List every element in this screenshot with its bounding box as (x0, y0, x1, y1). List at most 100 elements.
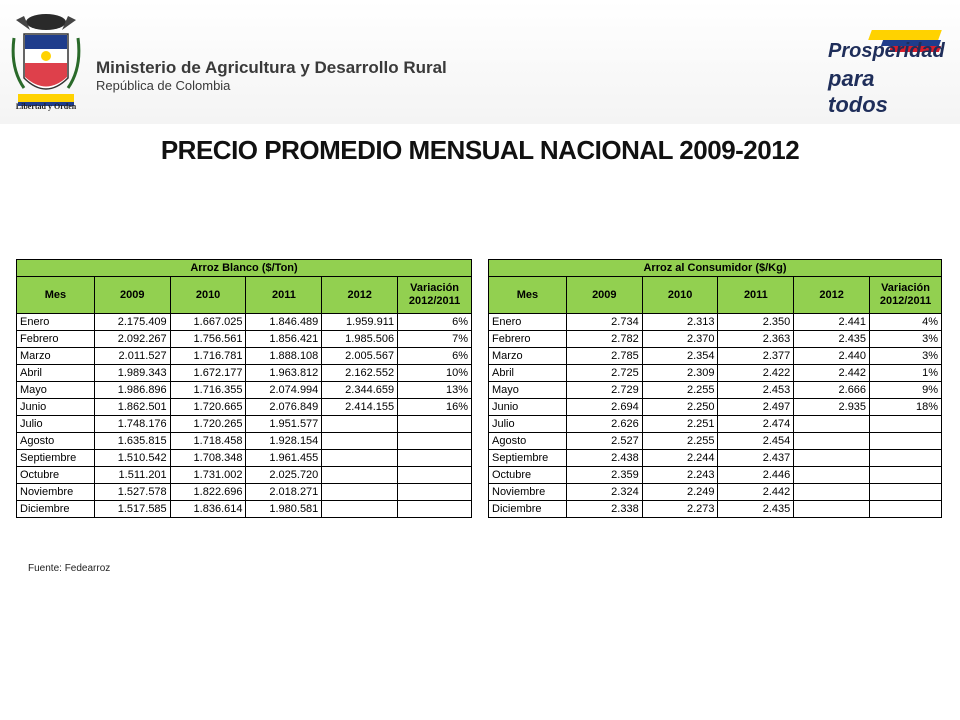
value-cell: 2.243 (641, 466, 719, 484)
value-cell: 2.414.155 (321, 398, 399, 416)
table-row: Julio 1.748.176 1.720.265 1.951.577 (16, 415, 472, 433)
value-cell: 2.344.659 (321, 381, 399, 399)
value-cell (793, 500, 871, 518)
value-cell: 1.846.489 (245, 313, 323, 331)
value-cell: 1.985.506 (321, 330, 399, 348)
value-cell: 2.422 (717, 364, 795, 382)
value-cell: 2.273 (641, 500, 719, 518)
value-cell: 3% (869, 330, 942, 348)
column-header: 2010 (641, 276, 719, 314)
value-cell (397, 483, 472, 501)
value-cell: 2.350 (717, 313, 795, 331)
value-cell: 2.175.409 (93, 313, 171, 331)
table-row: Enero 2.175.409 1.667.025 1.846.489 1.959.91… (16, 313, 472, 331)
value-cell (869, 449, 942, 467)
value-cell (793, 466, 871, 484)
source-note: Fuente: Fedearroz (28, 563, 111, 574)
value-cell: 2.454 (717, 432, 795, 450)
table-row: Noviembre 2.324 2.249 2.442 (488, 483, 942, 501)
value-cell: 1.862.501 (93, 398, 171, 416)
table-title: Arroz Blanco ($/Ton) (16, 259, 472, 277)
page-title: PRECIO PROMEDIO MENSUAL NACIONAL 2009-20… (160, 135, 800, 165)
para-todos-text: para todos (828, 66, 888, 117)
header-background (0, 0, 960, 124)
value-cell: 1.716.781 (169, 347, 247, 365)
month-cell: Diciembre (16, 500, 95, 518)
table-row: Mayo 2.729 2.255 2.453 2.666 9% (488, 381, 942, 399)
value-cell: 2.250 (641, 398, 719, 416)
table-row: Agosto 1.635.815 1.718.458 1.928.154 (16, 432, 472, 450)
value-cell: 18% (869, 398, 942, 416)
month-cell: Mayo (488, 381, 567, 399)
column-header: 2010 (169, 276, 247, 314)
value-cell: 1.635.815 (93, 432, 171, 450)
logo-stripe-yellow (868, 30, 942, 40)
column-header: 2011 (245, 276, 323, 314)
value-cell: 1.989.343 (93, 364, 171, 382)
column-header: 2012 (321, 276, 399, 314)
value-cell (321, 466, 399, 484)
value-cell: 1% (869, 364, 942, 382)
value-cell: 2.255 (641, 381, 719, 399)
value-cell: 2.435 (717, 500, 795, 518)
value-cell: 1.963.812 (245, 364, 323, 382)
arroz-consumidor-table: Arroz al Consumidor ($/Kg) Mes 2009 2010… (488, 259, 942, 518)
table-row: Noviembre 1.527.578 1.822.696 2.018.271 (16, 483, 472, 501)
value-cell: 1.720.665 (169, 398, 247, 416)
value-cell: 6% (397, 347, 472, 365)
value-cell: 1.527.578 (93, 483, 171, 501)
value-cell: 2.441 (793, 313, 871, 331)
page-header: Libertad y Orden Ministerio de Agricultu… (0, 0, 960, 124)
table-row: Octubre 2.359 2.243 2.446 (488, 466, 942, 484)
value-cell: 1.720.265 (169, 415, 247, 433)
value-cell: 2.782 (565, 330, 643, 348)
value-cell: 1.731.002 (169, 466, 247, 484)
value-cell: 2.442 (717, 483, 795, 501)
table-row: Junio 2.694 2.250 2.497 2.935 18% (488, 398, 942, 416)
value-cell: 2.446 (717, 466, 795, 484)
value-cell: 1.667.025 (169, 313, 247, 331)
value-cell (869, 415, 942, 433)
value-cell: 2.359 (565, 466, 643, 484)
value-cell: 1.856.421 (245, 330, 323, 348)
month-cell: Junio (488, 398, 567, 416)
value-cell: 2.249 (641, 483, 719, 501)
value-cell (321, 500, 399, 518)
column-header: 2011 (717, 276, 795, 314)
value-cell: 1.986.896 (93, 381, 171, 399)
value-cell: 2.442 (793, 364, 871, 382)
value-cell (793, 415, 871, 433)
value-cell: 2.437 (717, 449, 795, 467)
month-cell: Enero (16, 313, 95, 331)
value-cell: 1.959.911 (321, 313, 399, 331)
column-header: Variación 2012/2011 (397, 276, 472, 314)
column-header: 2009 (565, 276, 643, 314)
value-cell (869, 500, 942, 518)
table-row: Febrero 2.092.267 1.756.561 1.856.421 1.985.… (16, 330, 472, 348)
value-cell: 2.729 (565, 381, 643, 399)
coat-of-arms-icon (11, 14, 81, 106)
month-cell: Mayo (16, 381, 95, 399)
value-cell (397, 432, 472, 450)
table-row: Abril 2.725 2.309 2.422 2.442 1% (488, 364, 942, 382)
column-header: Variación 2012/2011 (869, 276, 942, 314)
value-cell: 2.370 (641, 330, 719, 348)
month-cell: Marzo (16, 347, 95, 365)
table-row: Abril 1.989.343 1.672.177 1.963.812 2.162.55… (16, 364, 472, 382)
value-cell: 6% (397, 313, 472, 331)
value-cell: 2.313 (641, 313, 719, 331)
value-cell: 2.694 (565, 398, 643, 416)
value-cell: 1.951.577 (245, 415, 323, 433)
value-cell (397, 449, 472, 467)
month-cell: Julio (488, 415, 567, 433)
table-row: Septiembre 1.510.542 1.708.348 1.961.455 (16, 449, 472, 467)
prosperidad-text: Prosperidad (828, 40, 945, 62)
table-row: Marzo 2.785 2.354 2.377 2.440 3% (488, 347, 942, 365)
value-cell (869, 432, 942, 450)
value-cell: 3% (869, 347, 942, 365)
prosperidad-logo: Prosperidad para todos (820, 30, 945, 117)
value-cell: 2.527 (565, 432, 643, 450)
value-cell: 2.435 (793, 330, 871, 348)
table-row: Agosto 2.527 2.255 2.454 (488, 432, 942, 450)
value-cell: 2.377 (717, 347, 795, 365)
